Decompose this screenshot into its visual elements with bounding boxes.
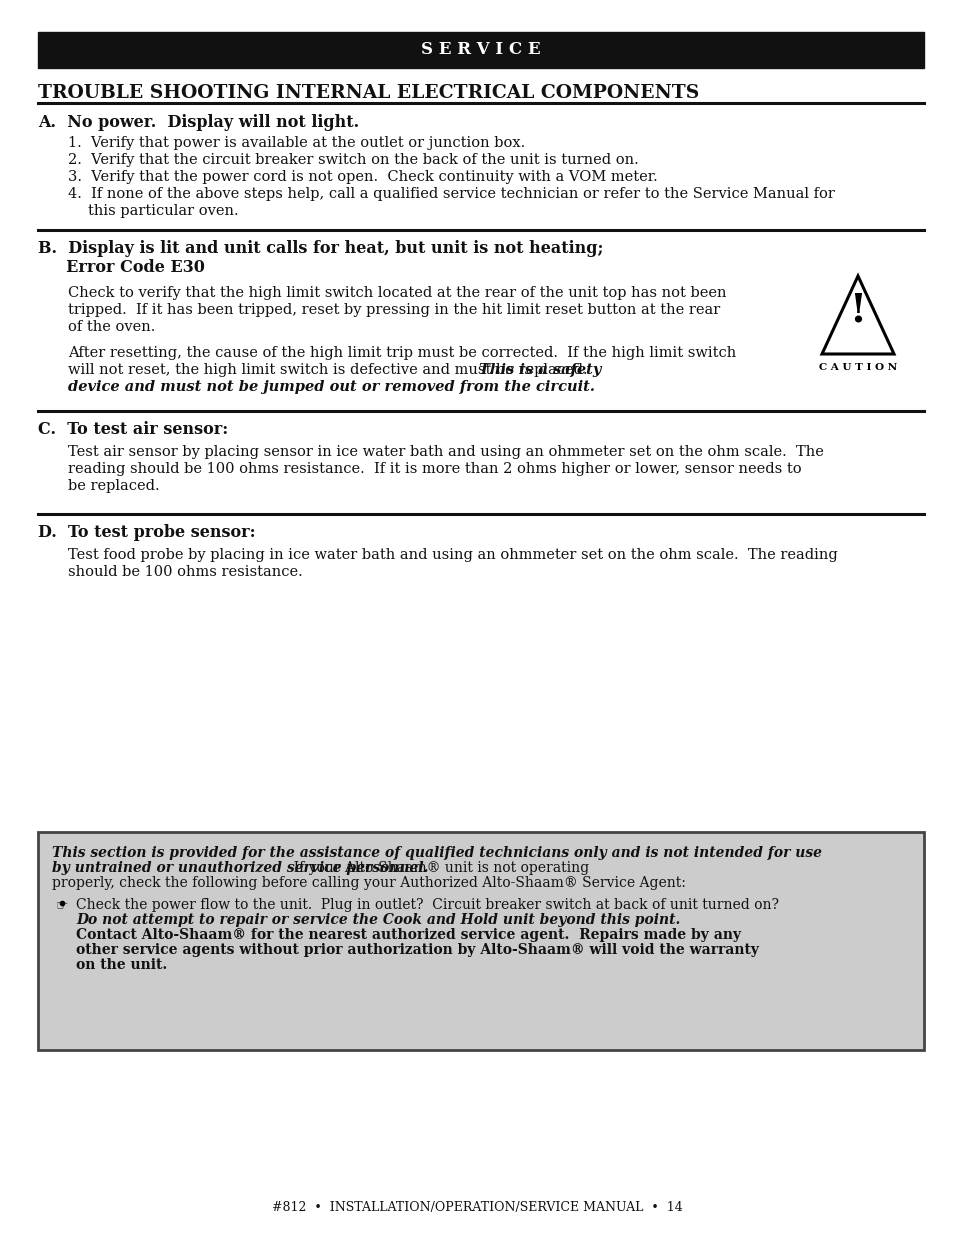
Text: tripped.  If it has been tripped, reset by pressing in the hit limit reset butto: tripped. If it has been tripped, reset b… <box>68 303 720 317</box>
Bar <box>38 32 923 68</box>
Polygon shape <box>821 275 893 354</box>
Text: Test air sensor by placing sensor in ice water bath and using an ohmmeter set on: Test air sensor by placing sensor in ice… <box>68 445 823 459</box>
Text: 2.  Verify that the circuit breaker switch on the back of the unit is turned on.: 2. Verify that the circuit breaker switc… <box>68 153 639 167</box>
Text: by untrained or unauthorized service personnel.: by untrained or unauthorized service per… <box>52 861 428 876</box>
Text: #812  •  INSTALLATION/OPERATION/SERVICE MANUAL  •  14: #812 • INSTALLATION/OPERATION/SERVICE MA… <box>272 1202 681 1214</box>
Text: Test food probe by placing in ice water bath and using an ohmmeter set on the oh: Test food probe by placing in ice water … <box>68 548 837 562</box>
Text: 4.  If none of the above steps help, call a qualified service technician or refe: 4. If none of the above steps help, call… <box>68 186 834 201</box>
Text: be replaced.: be replaced. <box>68 479 159 493</box>
Text: this particular oven.: this particular oven. <box>88 204 238 219</box>
Text: ☞: ☞ <box>56 898 69 911</box>
Text: !: ! <box>848 291 865 330</box>
Text: A.  No power.  Display will not light.: A. No power. Display will not light. <box>38 114 358 131</box>
Text: Error Code E30: Error Code E30 <box>38 259 205 275</box>
Text: 3.  Verify that the power cord is not open.  Check continuity with a VOM meter.: 3. Verify that the power cord is not ope… <box>68 170 657 184</box>
Text: properly, check the following before calling your Authorized Alto-Shaam® Service: properly, check the following before cal… <box>52 876 685 890</box>
Text: Contact Alto-Shaam® for the nearest authorized service agent.  Repairs made by a: Contact Alto-Shaam® for the nearest auth… <box>76 927 740 942</box>
Text: of the oven.: of the oven. <box>68 320 155 333</box>
Text: other service agents without prior authorization by Alto-Shaam® will void the wa: other service agents without prior autho… <box>76 944 759 957</box>
Text: will not reset, the high limit switch is defective and must be replaced.: will not reset, the high limit switch is… <box>68 363 597 377</box>
Text: C A U T I O N: C A U T I O N <box>818 363 896 373</box>
Text: device and must not be jumped out or removed from the circuit.: device and must not be jumped out or rem… <box>68 380 595 394</box>
Text: should be 100 ohms resistance.: should be 100 ohms resistance. <box>68 564 302 579</box>
Text: Do not attempt to repair or service the Cook and Hold unit beyond this point.: Do not attempt to repair or service the … <box>76 913 679 927</box>
Text: D.  To test probe sensor:: D. To test probe sensor: <box>38 524 255 541</box>
Text: This section is provided for the assistance of qualified technicians only and is: This section is provided for the assista… <box>52 846 821 860</box>
Text: Check to verify that the high limit switch located at the rear of the unit top h: Check to verify that the high limit swit… <box>68 287 726 300</box>
Text: This is a safety: This is a safety <box>478 363 600 377</box>
Text: reading should be 100 ohms resistance.  If it is more than 2 ohms higher or lowe: reading should be 100 ohms resistance. I… <box>68 462 801 475</box>
Text: on the unit.: on the unit. <box>76 958 167 972</box>
Text: B.  Display is lit and unit calls for heat, but unit is not heating;: B. Display is lit and unit calls for hea… <box>38 240 603 257</box>
Text: Check the power flow to the unit.  Plug in outlet?  Circuit breaker switch at ba: Check the power flow to the unit. Plug i… <box>76 898 779 911</box>
Text: C.  To test air sensor:: C. To test air sensor: <box>38 421 228 438</box>
Text: After resetting, the cause of the high limit trip must be corrected.  If the hig: After resetting, the cause of the high l… <box>68 346 736 359</box>
Text: TROUBLE SHOOTING INTERNAL ELECTRICAL COMPONENTS: TROUBLE SHOOTING INTERNAL ELECTRICAL COM… <box>38 84 699 103</box>
Text: If your Alto-Shaam® unit is not operating: If your Alto-Shaam® unit is not operatin… <box>284 861 588 876</box>
Text: S E R V I C E: S E R V I C E <box>420 42 540 58</box>
Text: 1.  Verify that power is available at the outlet or junction box.: 1. Verify that power is available at the… <box>68 136 525 149</box>
Bar <box>38 832 923 1050</box>
